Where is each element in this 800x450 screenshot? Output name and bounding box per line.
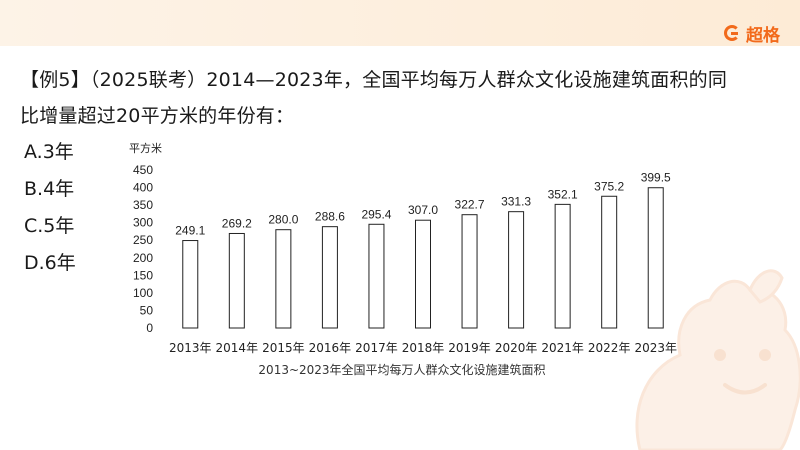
bar-value-label: 307.0	[408, 203, 438, 217]
bar-value-label: 399.5	[641, 171, 671, 185]
bar	[461, 214, 478, 329]
option-b[interactable]: B.4年	[24, 178, 75, 200]
bar	[508, 211, 525, 329]
x-category-label: 2017年	[355, 341, 398, 355]
answer-options: A.3年 B.4年 C.5年 D.6年	[24, 134, 76, 282]
x-category-label: 2020年	[495, 341, 538, 355]
y-tick-label: 250	[133, 233, 153, 247]
y-axis-unit: 平方米	[129, 141, 162, 155]
bar	[554, 203, 571, 329]
y-tick-label: 300	[133, 216, 153, 230]
y-tick-label: 350	[133, 198, 153, 212]
bar-value-label: 352.1	[548, 187, 578, 201]
bar-value-label: 375.2	[594, 179, 624, 193]
x-category-label: 2014年	[216, 341, 259, 355]
bar-value-label: 322.7	[455, 198, 485, 212]
x-axis-labels: 2013年 2014年 2015年 2016年 2017年 2018年 2019年 2020年…	[169, 341, 677, 355]
y-tick-label: 150	[133, 268, 153, 282]
bar-value-label: 295.4	[361, 207, 391, 221]
bar	[321, 226, 338, 329]
y-tick-label: 200	[133, 251, 153, 265]
y-tick-label: 400	[133, 181, 153, 195]
bar	[647, 187, 664, 329]
brand-logo: 超格	[724, 20, 780, 46]
bar	[601, 195, 618, 329]
brand-logo-icon	[724, 25, 740, 41]
bar-value-label: 288.6	[315, 210, 345, 224]
bar-chart: 平方米 0 50 100 150 200 250 300 350 400 450 249.1 269…	[129, 141, 677, 377]
option-a[interactable]: A.3年	[24, 141, 74, 163]
bars: 249.1 269.2 280.0 288.6 295.4 307.0 322.7 331.3…	[175, 171, 671, 329]
bar-chart-panel: 平方米 0 50 100 150 200 250 300 350 400 450 249.1 269…	[121, 138, 684, 380]
x-category-label: 2019年	[448, 341, 491, 355]
x-category-label: 2013年	[169, 341, 212, 355]
question-line-2: 比增量超过20平方米的年份有：	[20, 105, 295, 127]
y-tick-label: 0	[146, 321, 153, 335]
bar	[415, 219, 431, 329]
header-band	[0, 0, 800, 46]
bar-value-label: 280.0	[268, 213, 298, 227]
question-text: 【例5】（2025联考）2014—2023年，全国平均每万人群众文化设施建筑面积…	[20, 62, 790, 134]
bar	[228, 232, 245, 329]
bar	[275, 229, 292, 329]
chart-title: 2013~2023年全国平均每万人群众文化设施建筑面积	[258, 362, 545, 377]
option-c[interactable]: C.5年	[24, 215, 75, 237]
brand-logo-text: 超格	[746, 25, 780, 46]
y-tick-label: 450	[133, 163, 153, 177]
bar-value-label: 249.1	[175, 224, 205, 238]
option-d[interactable]: D.6年	[24, 252, 76, 274]
y-tick-label: 50	[140, 303, 154, 317]
bar	[182, 240, 199, 329]
x-category-label: 2022年	[588, 341, 631, 355]
x-category-label: 2021年	[541, 341, 584, 355]
y-tick-label: 100	[133, 286, 153, 300]
question-line-1: 【例5】（2025联考）2014—2023年，全国平均每万人群众文化设施建筑面积…	[20, 69, 728, 91]
x-category-label: 2023年	[634, 341, 677, 355]
x-category-label: 2018年	[402, 341, 445, 355]
bar-value-label: 269.2	[222, 216, 252, 230]
bar-value-label: 331.3	[501, 195, 531, 209]
y-axis: 0 50 100 150 200 250 300 350 400 450	[133, 163, 153, 335]
x-category-label: 2015年	[262, 341, 305, 355]
x-category-label: 2016年	[309, 341, 352, 355]
bar	[368, 223, 385, 329]
mascot-watermark	[635, 269, 800, 450]
